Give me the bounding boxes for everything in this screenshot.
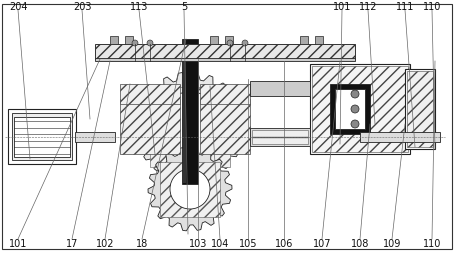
Bar — [183, 41, 186, 183]
Bar — [210, 37, 218, 45]
Circle shape — [155, 93, 225, 162]
Bar — [8, 109, 76, 164]
Text: 101: 101 — [333, 2, 351, 12]
Bar — [14, 118, 70, 157]
Polygon shape — [148, 148, 232, 231]
Bar — [200, 100, 250, 154]
Text: 17: 17 — [66, 238, 78, 248]
Bar — [330, 85, 370, 134]
Circle shape — [132, 41, 138, 47]
Bar — [95, 59, 355, 62]
Circle shape — [227, 41, 233, 47]
Text: 110: 110 — [423, 238, 441, 248]
Bar — [315, 37, 323, 45]
Bar — [150, 88, 230, 167]
Text: 204: 204 — [9, 2, 27, 12]
Text: 103: 103 — [189, 238, 207, 248]
Bar — [407, 72, 433, 147]
Bar — [75, 133, 115, 142]
Text: 104: 104 — [211, 238, 229, 248]
Bar — [110, 37, 118, 45]
Text: 105: 105 — [239, 238, 257, 248]
Bar — [12, 114, 72, 160]
Text: 106: 106 — [275, 238, 293, 248]
Text: 110: 110 — [423, 2, 441, 12]
Bar — [95, 45, 355, 60]
Text: 111: 111 — [396, 2, 414, 12]
Bar — [360, 133, 440, 142]
Text: 203: 203 — [73, 2, 91, 12]
Polygon shape — [135, 73, 245, 182]
Text: 102: 102 — [96, 238, 114, 248]
Bar — [225, 37, 233, 45]
Bar — [250, 129, 310, 146]
Bar — [250, 82, 310, 97]
Circle shape — [351, 106, 359, 114]
Bar — [120, 100, 180, 154]
Bar — [300, 37, 308, 45]
Circle shape — [242, 41, 248, 47]
Bar — [310, 65, 410, 154]
Circle shape — [147, 41, 153, 47]
Bar — [405, 70, 435, 149]
Circle shape — [351, 91, 359, 99]
Text: 18: 18 — [136, 238, 148, 248]
Bar — [182, 40, 198, 184]
Text: 101: 101 — [9, 238, 27, 248]
Circle shape — [351, 121, 359, 129]
Bar — [335, 90, 365, 130]
Bar — [312, 67, 408, 152]
Bar — [125, 37, 133, 45]
Bar — [160, 162, 220, 217]
Bar — [252, 131, 308, 145]
Text: 113: 113 — [130, 2, 148, 12]
Text: 108: 108 — [351, 238, 369, 248]
Text: 109: 109 — [383, 238, 401, 248]
Circle shape — [170, 169, 210, 209]
Bar — [120, 85, 180, 105]
Bar — [200, 85, 250, 105]
Text: 112: 112 — [359, 2, 377, 12]
Text: 107: 107 — [313, 238, 331, 248]
Text: 5: 5 — [181, 2, 187, 12]
